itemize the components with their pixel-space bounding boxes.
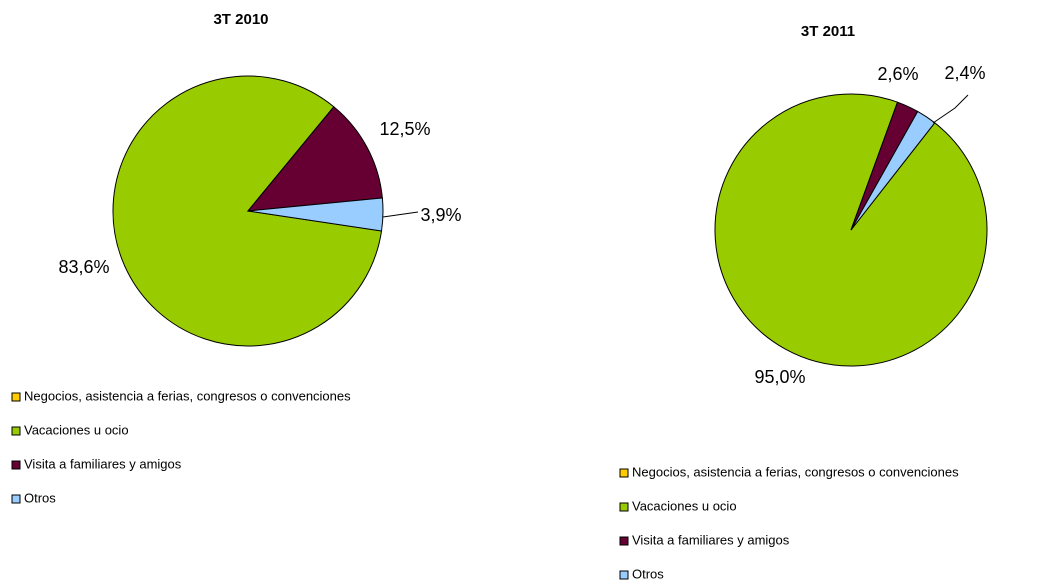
pie-slice: [247, 197, 384, 232]
value-label: 3,9%: [420, 205, 461, 225]
legend-swatch: [11, 392, 21, 402]
legend-label: Vacaciones u ocio: [632, 498, 737, 513]
pie-slice: [112, 75, 383, 347]
pie-slice: [246, 106, 383, 212]
leader-line: [382, 211, 419, 218]
legend-swatch: [11, 426, 21, 436]
legend-swatch: [11, 494, 21, 504]
legend-swatch: [619, 468, 629, 478]
value-label: 95,0%: [754, 367, 805, 387]
legend-label: Negocios, asistencia a ferias, congresos…: [632, 464, 959, 479]
legend-label: Negocios, asistencia a ferias, congresos…: [24, 388, 351, 403]
value-label: 83,6%: [58, 257, 109, 277]
leader-line: [932, 94, 969, 124]
legend-swatch: [11, 460, 21, 470]
legend-label: Visita a familiares y amigos: [632, 532, 790, 547]
legend-label: Otros: [632, 566, 664, 581]
value-label: 2,6%: [877, 64, 918, 84]
value-label: 2,4%: [944, 63, 985, 83]
legend-swatch: [619, 570, 629, 580]
value-label: 12,5%: [379, 119, 430, 139]
chart-title: 3T 2011: [801, 23, 855, 40]
chart-title: 3T 2010: [213, 11, 268, 28]
legend-label: Visita a familiares y amigos: [24, 456, 182, 471]
legend-swatch: [619, 502, 629, 512]
legend-swatch: [619, 536, 629, 546]
legend-label: Vacaciones u ocio: [24, 422, 129, 437]
pie-slice: [850, 110, 936, 231]
legend-label: Otros: [24, 490, 56, 505]
